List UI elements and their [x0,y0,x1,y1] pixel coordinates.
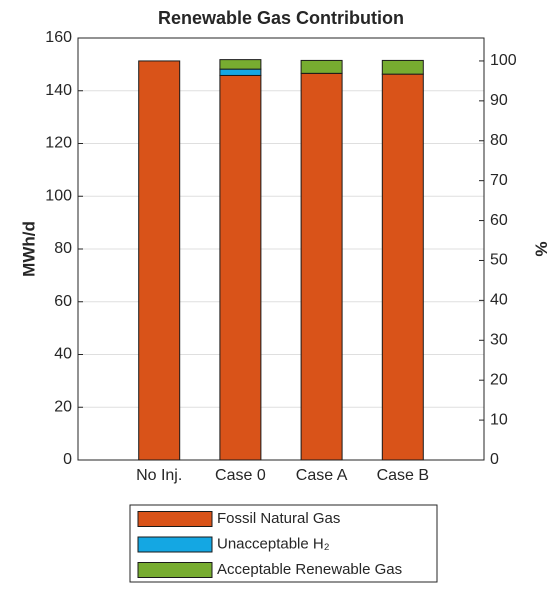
y2-tick-label: 0 [490,451,499,468]
y-tick-label: 20 [54,398,72,415]
y-axis-label: MWh/d [19,221,38,277]
y2-tick-label: 20 [490,371,508,388]
bar-segment [219,68,262,76]
legend-label: Unacceptable H₂ [217,535,330,552]
x-tick-label: Case A [296,467,348,484]
y-tick-label: 60 [54,293,72,310]
y2-tick-label: 90 [490,92,508,109]
y-tick-label: 100 [45,187,72,204]
bar-segment [219,59,262,70]
x-tick-label: Case B [377,467,429,484]
y2-tick-label: 70 [490,172,508,189]
y-tick-label: 0 [63,451,72,468]
bar-segment [381,59,424,75]
axes-box [77,37,485,461]
x-tick-label: No Inj. [136,467,182,484]
legend-swatch [137,536,213,553]
y-tick-label: 160 [45,29,72,46]
bar-segment [381,73,424,461]
y2-tick-label: 30 [490,332,508,349]
y2-tick-label: 50 [490,252,508,269]
x-tick-label: Case 0 [215,467,266,484]
chart-title: Renewable Gas Contribution [158,8,404,28]
bar-segment [300,59,343,74]
y2-tick-label: 80 [490,132,508,149]
y-tick-label: 80 [54,240,72,257]
y2-tick-label: 60 [490,212,508,229]
legend-swatch [137,562,213,578]
y2-axis-label: % [532,241,551,256]
bar-segment [219,74,262,461]
y2-tick-label: 10 [490,411,508,428]
y2-tick-label: 100 [490,52,517,69]
y2-tick-label: 40 [490,292,508,309]
bar-segment [138,60,181,461]
bar-segment [300,72,343,461]
y-tick-label: 120 [45,135,72,152]
y-tick-label: 40 [54,346,72,363]
legend-swatch [137,511,213,527]
y-tick-label: 140 [45,82,72,99]
legend-label: Acceptable Renewable Gas [217,561,402,578]
legend-label: Fossil Natural Gas [217,510,340,527]
